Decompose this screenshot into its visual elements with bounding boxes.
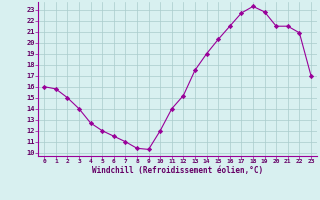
X-axis label: Windchill (Refroidissement éolien,°C): Windchill (Refroidissement éolien,°C) — [92, 166, 263, 175]
